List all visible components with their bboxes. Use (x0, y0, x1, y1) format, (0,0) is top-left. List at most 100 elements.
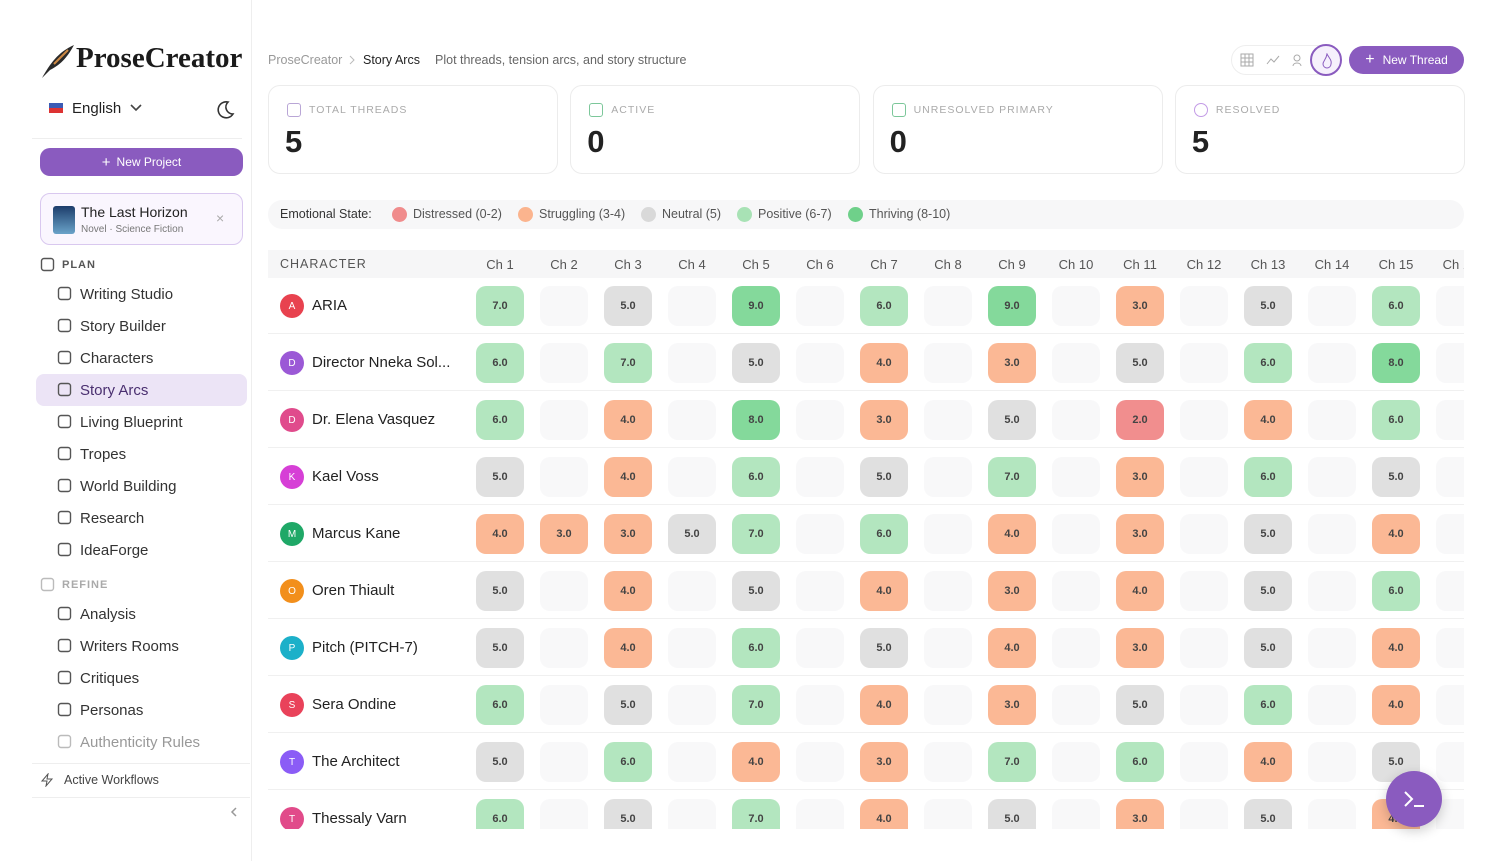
heat-cell[interactable] (796, 400, 844, 440)
active-workflows[interactable]: Active Workflows (64, 773, 159, 787)
heat-cell[interactable]: 5.0 (860, 628, 908, 668)
heat-cell[interactable] (796, 742, 844, 782)
heat-cell[interactable] (796, 799, 844, 829)
heat-cell[interactable] (540, 457, 588, 497)
heat-cell[interactable]: 6.0 (476, 400, 524, 440)
heat-cell[interactable]: 9.0 (988, 286, 1036, 326)
heat-cell[interactable]: 4.0 (1244, 742, 1292, 782)
heat-cell[interactable]: 4.0 (860, 685, 908, 725)
heat-cell[interactable]: 6.0 (860, 286, 908, 326)
grid-view[interactable] (1240, 53, 1254, 67)
heat-cell[interactable] (1308, 742, 1356, 782)
heat-cell[interactable]: 4.0 (1372, 514, 1420, 554)
heat-cell[interactable] (1052, 571, 1100, 611)
people-view[interactable] (1292, 53, 1306, 67)
heat-cell[interactable]: 3.0 (860, 742, 908, 782)
heat-cell[interactable]: 5.0 (668, 514, 716, 554)
heat-cell[interactable]: 4.0 (1372, 628, 1420, 668)
heat-cell[interactable] (1180, 343, 1228, 383)
heat-cell[interactable]: 7.0 (988, 742, 1036, 782)
heat-cell[interactable]: 3.0 (540, 514, 588, 554)
terminal-button[interactable] (1386, 771, 1442, 827)
heat-cell[interactable] (1052, 514, 1100, 554)
heat-cell[interactable] (1436, 343, 1464, 383)
heat-cell[interactable]: 4.0 (732, 742, 780, 782)
language[interactable]: English (72, 100, 122, 117)
heat-cell[interactable]: 7.0 (604, 343, 652, 383)
project-card[interactable]: The Last Horizon Novel · Science Fiction… (40, 193, 243, 245)
heat-cell[interactable] (924, 514, 972, 554)
heat-cell[interactable]: 3.0 (988, 343, 1036, 383)
heat-cell[interactable] (1308, 400, 1356, 440)
heat-cell[interactable] (796, 628, 844, 668)
heat-cell[interactable]: 3.0 (860, 400, 908, 440)
heat-cell[interactable]: 7.0 (476, 286, 524, 326)
heat-cell[interactable]: 6.0 (860, 514, 908, 554)
heat-cell[interactable]: 3.0 (1116, 799, 1164, 829)
heat-cell[interactable] (1180, 628, 1228, 668)
heat-cell[interactable]: 5.0 (860, 457, 908, 497)
new-thread-button[interactable]: + New Thread (1349, 46, 1464, 74)
heat-cell[interactable] (540, 400, 588, 440)
heat-cell[interactable]: 4.0 (1244, 400, 1292, 440)
heat-cell[interactable]: 5.0 (1372, 457, 1420, 497)
heat-cell[interactable] (1052, 799, 1100, 829)
heat-cell[interactable]: 5.0 (732, 571, 780, 611)
heat-cell[interactable] (668, 286, 716, 326)
heat-cell[interactable]: 5.0 (1244, 799, 1292, 829)
heat-cell[interactable]: 6.0 (1372, 571, 1420, 611)
heat-cell[interactable]: 6.0 (1372, 400, 1420, 440)
nav-item[interactable]: Story Builder (80, 317, 166, 335)
heat-cell[interactable] (668, 628, 716, 668)
heat-cell[interactable]: 6.0 (604, 742, 652, 782)
heat-cell[interactable] (1436, 514, 1464, 554)
heat-cell[interactable] (1180, 457, 1228, 497)
heat-cell[interactable]: 5.0 (604, 799, 652, 829)
heat-cell[interactable]: 4.0 (860, 571, 908, 611)
heat-cell[interactable]: 5.0 (1116, 685, 1164, 725)
heat-cell[interactable] (924, 685, 972, 725)
heat-cell[interactable] (1180, 799, 1228, 829)
heat-cell[interactable] (796, 571, 844, 611)
heat-cell[interactable]: 6.0 (1244, 457, 1292, 497)
heat-cell[interactable] (1052, 628, 1100, 668)
heat-cell[interactable]: 5.0 (988, 799, 1036, 829)
chart-view[interactable] (1266, 53, 1280, 67)
heat-cell[interactable]: 7.0 (732, 799, 780, 829)
heat-cell[interactable] (1180, 286, 1228, 326)
heat-cell[interactable]: 8.0 (1372, 343, 1420, 383)
nav-item[interactable]: Authenticity Rules (80, 733, 201, 751)
heat-cell[interactable] (796, 685, 844, 725)
heat-cell[interactable] (1052, 343, 1100, 383)
heat-cell[interactable]: 4.0 (1372, 685, 1420, 725)
heat-cell[interactable]: 5.0 (476, 628, 524, 668)
heat-cell[interactable]: 3.0 (1116, 628, 1164, 668)
heat-cell[interactable] (1436, 628, 1464, 668)
heat-cell[interactable]: 3.0 (988, 685, 1036, 725)
heat-cell[interactable] (1436, 742, 1464, 782)
nav-item[interactable]: Critiques (80, 669, 140, 687)
heat-cell[interactable]: 6.0 (476, 343, 524, 383)
heat-cell[interactable] (668, 571, 716, 611)
heat-cell[interactable]: 5.0 (604, 685, 652, 725)
heat-cell[interactable] (924, 286, 972, 326)
heat-cell[interactable] (796, 514, 844, 554)
heat-cell[interactable]: 5.0 (476, 457, 524, 497)
heat-cell[interactable] (1180, 514, 1228, 554)
heat-view[interactable] (1310, 44, 1342, 76)
nav-item[interactable]: Writing Studio (80, 285, 174, 303)
heat-cell[interactable] (1052, 457, 1100, 497)
heat-cell[interactable] (1180, 400, 1228, 440)
heat-cell[interactable] (924, 571, 972, 611)
heat-cell[interactable]: 3.0 (1116, 514, 1164, 554)
heat-cell[interactable]: 4.0 (860, 343, 908, 383)
heat-cell[interactable]: 6.0 (732, 457, 780, 497)
heat-cell[interactable]: 5.0 (476, 742, 524, 782)
nav-item[interactable]: Tropes (80, 445, 127, 463)
heat-cell[interactable] (1436, 685, 1464, 725)
heat-cell[interactable]: 4.0 (604, 628, 652, 668)
heat-cell[interactable]: 4.0 (604, 571, 652, 611)
heat-cell[interactable] (1308, 343, 1356, 383)
heat-cell[interactable]: 4.0 (988, 628, 1036, 668)
heat-cell[interactable] (540, 685, 588, 725)
